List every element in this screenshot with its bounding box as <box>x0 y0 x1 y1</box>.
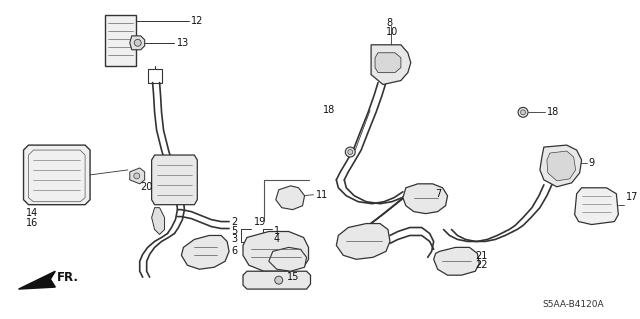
Polygon shape <box>105 15 136 66</box>
Polygon shape <box>375 53 401 73</box>
Circle shape <box>134 173 140 179</box>
Text: 14: 14 <box>26 208 38 218</box>
Polygon shape <box>269 247 307 271</box>
Polygon shape <box>337 224 390 259</box>
Circle shape <box>345 147 355 157</box>
Polygon shape <box>243 271 310 289</box>
Polygon shape <box>575 188 618 225</box>
Text: 8: 8 <box>386 18 392 28</box>
Polygon shape <box>243 232 308 271</box>
Circle shape <box>134 39 141 46</box>
Polygon shape <box>152 208 164 234</box>
Text: 10: 10 <box>386 27 398 37</box>
Text: 20: 20 <box>141 182 153 192</box>
Text: 18: 18 <box>547 107 559 117</box>
Circle shape <box>275 276 283 284</box>
Text: 18: 18 <box>323 105 335 115</box>
Polygon shape <box>371 45 411 85</box>
Polygon shape <box>152 155 197 205</box>
Text: 5: 5 <box>231 226 237 235</box>
Text: 7: 7 <box>436 189 442 199</box>
Text: 17: 17 <box>627 192 639 202</box>
Polygon shape <box>547 151 575 181</box>
Circle shape <box>518 108 528 117</box>
Text: 21: 21 <box>476 251 488 261</box>
Text: 13: 13 <box>177 38 189 48</box>
Polygon shape <box>403 184 447 214</box>
Text: 12: 12 <box>191 16 204 26</box>
Text: 2: 2 <box>231 217 237 226</box>
Text: 4: 4 <box>274 234 280 244</box>
Text: 9: 9 <box>589 158 595 168</box>
Polygon shape <box>130 36 145 50</box>
Text: 22: 22 <box>476 260 488 270</box>
Text: 1: 1 <box>274 226 280 235</box>
Polygon shape <box>19 271 55 289</box>
Text: S5AA-B4120A: S5AA-B4120A <box>542 300 604 309</box>
Text: 6: 6 <box>231 246 237 256</box>
Text: 15: 15 <box>287 272 299 282</box>
Circle shape <box>348 150 353 154</box>
Text: 19: 19 <box>254 217 266 226</box>
Polygon shape <box>540 145 582 187</box>
Text: 16: 16 <box>26 218 38 227</box>
Text: 11: 11 <box>316 190 328 200</box>
Polygon shape <box>24 145 90 205</box>
Polygon shape <box>434 247 479 275</box>
Polygon shape <box>181 235 229 269</box>
Circle shape <box>520 110 525 115</box>
Text: 3: 3 <box>231 234 237 244</box>
Text: FR.: FR. <box>58 271 79 284</box>
Polygon shape <box>130 168 145 184</box>
Polygon shape <box>276 186 305 210</box>
